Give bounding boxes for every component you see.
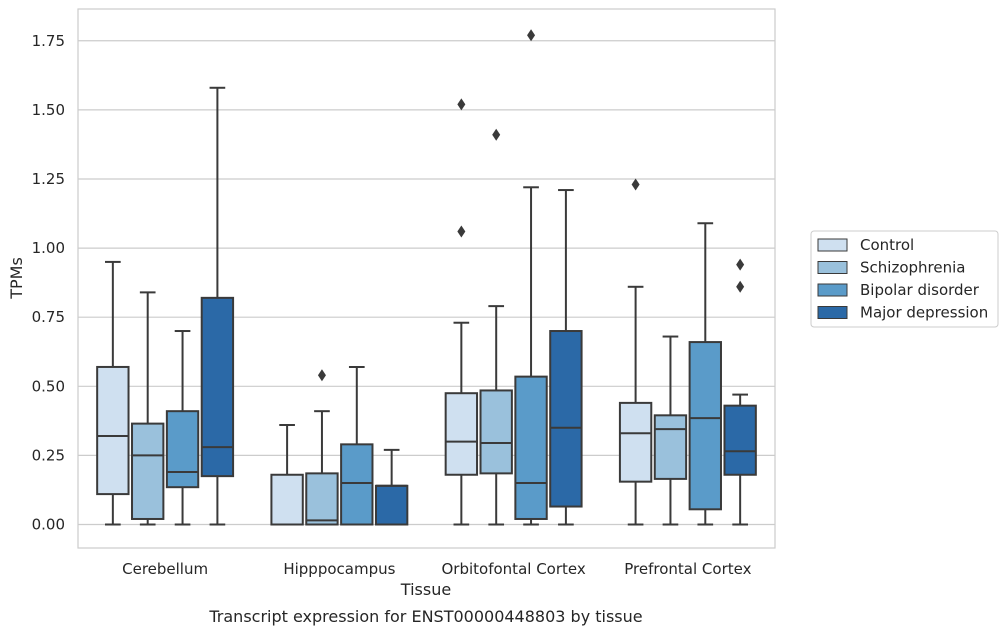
plot-frame	[77, 8, 776, 549]
y-tick-label: 1.50	[32, 101, 65, 119]
y-tick-label: 0.75	[32, 308, 65, 326]
outlier-point	[457, 225, 466, 238]
x-tick-label: Cerebellum	[122, 560, 208, 578]
box-body	[270, 473, 304, 526]
outlier-point	[631, 178, 640, 191]
box-schizophrenia	[131, 291, 165, 526]
box-control	[270, 423, 304, 526]
box-body	[653, 414, 688, 480]
outlier-point	[736, 280, 745, 293]
box-major-depression	[200, 86, 235, 526]
legend-frame	[810, 230, 999, 328]
box-control	[96, 260, 130, 526]
legend-swatch	[817, 306, 848, 319]
box-body	[305, 472, 339, 526]
legend: Control Schizophrenia Bipolar disorder Majo…	[810, 230, 999, 328]
legend-label: Bipolar disorder	[860, 281, 980, 299]
x-tick-label: Orbitofontal Cortex	[442, 560, 586, 578]
outlier-point	[527, 29, 536, 42]
legend-label: Major depression	[860, 304, 988, 322]
y-tick-label: 0.00	[32, 516, 65, 534]
outlier-point	[317, 369, 326, 382]
y-tick-label: 1.00	[32, 239, 65, 257]
outlier-point	[492, 128, 501, 141]
box-bipolar-disorder	[165, 330, 200, 526]
box-major-depression	[374, 448, 409, 526]
box-body	[723, 404, 757, 476]
box-body	[549, 330, 583, 508]
box-body	[444, 392, 479, 476]
box-bipolar-disorder	[514, 29, 548, 526]
box-body	[374, 484, 409, 526]
box-body	[96, 365, 130, 496]
boxes	[96, 29, 757, 526]
box-body	[200, 296, 235, 478]
y-tick-label: 1.25	[32, 170, 65, 188]
y-axis-title: TPMs	[7, 257, 26, 300]
box-body	[618, 401, 653, 483]
y-tick-label: 0.25	[32, 446, 65, 464]
legend-label: Control	[860, 236, 914, 254]
outlier-point	[457, 98, 466, 111]
box-body	[479, 389, 513, 475]
box-control	[444, 98, 479, 526]
box-schizophrenia	[653, 335, 688, 526]
box-control	[618, 178, 653, 526]
y-tick-label: 1.75	[32, 32, 65, 50]
x-tick-label: Prefrontal Cortex	[624, 560, 751, 578]
box-schizophrenia	[479, 128, 513, 526]
box-major-depression	[723, 258, 757, 526]
x-tick-labels: Cerebellum Hipppocampus Orbitofontal Corte…	[122, 560, 751, 578]
legend-swatch	[817, 261, 848, 274]
box-body	[340, 443, 374, 526]
box-body	[514, 375, 548, 520]
box-bipolar-disorder	[340, 365, 374, 526]
y-tick-label: 0.50	[32, 377, 65, 395]
legend-label: Schizophrenia	[860, 259, 965, 277]
box-body	[165, 410, 200, 489]
box-schizophrenia	[305, 369, 339, 526]
outlier-point	[736, 258, 745, 271]
box-body	[688, 341, 722, 511]
legend-swatch	[817, 238, 848, 252]
chart-caption: Transcript expression for ENST0000044880…	[208, 607, 642, 626]
y-tick-labels: 0.00 0.25 0.50 0.75 1.00 1.25 1.50 1.75	[32, 32, 65, 534]
box-major-depression	[549, 189, 583, 526]
legend-swatch	[817, 283, 848, 297]
box-bipolar-disorder	[688, 222, 722, 526]
box-body	[131, 422, 165, 520]
x-tick-label: Hipppocampus	[283, 560, 395, 578]
x-axis-title: Tissue	[400, 580, 451, 599]
